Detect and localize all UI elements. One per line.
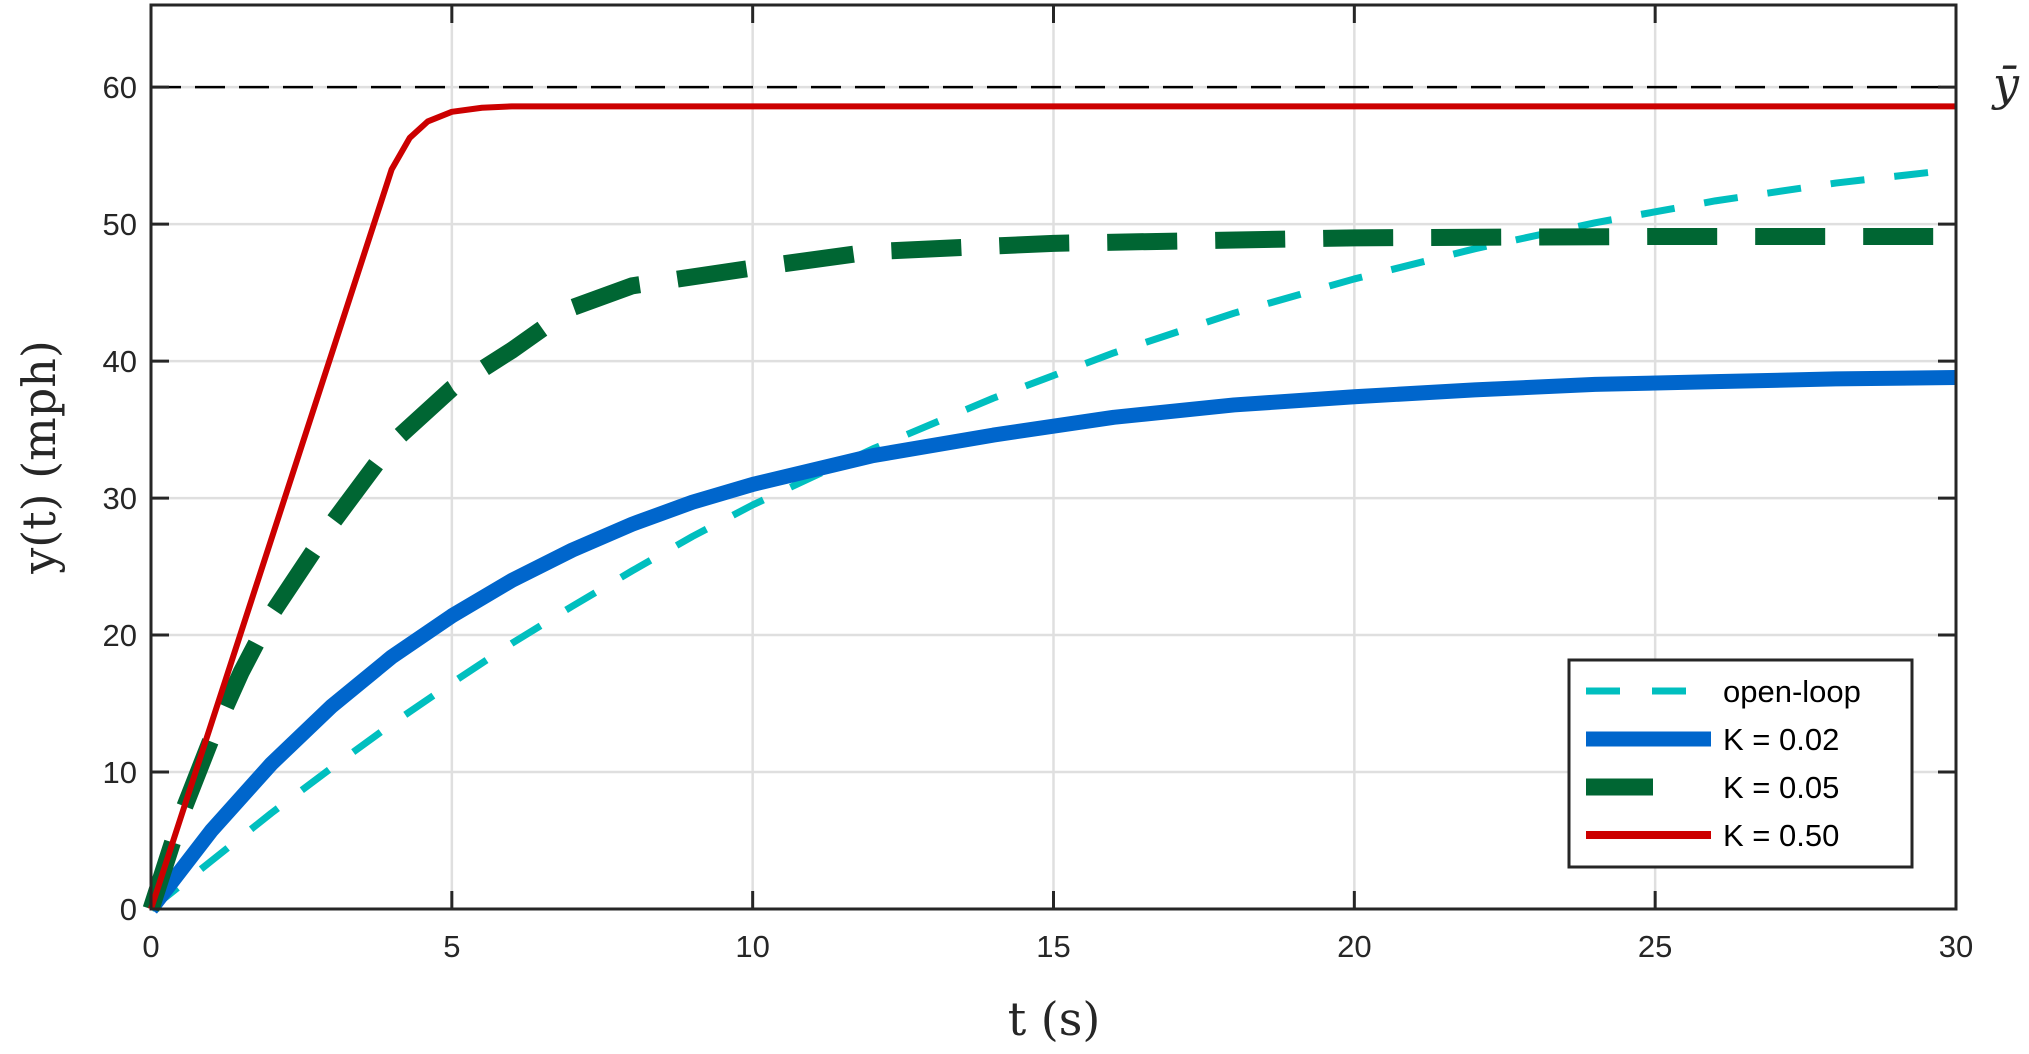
x-tick-label: 5 [443,929,460,964]
y-tick-label: 40 [103,344,137,379]
y-tick-label: 20 [103,618,137,653]
x-tick-label: 15 [1036,929,1070,964]
reference-label: ȳ [1991,57,2020,111]
x-tick-label: 0 [142,929,159,964]
legend-label: K = 0.05 [1723,770,1839,805]
y-axis-label: y(t) (mph) [12,340,66,575]
x-axis-label: t (s) [1008,992,1101,1046]
series-line-open-loop [148,165,1957,912]
x-tick-label: 10 [735,929,769,964]
legend-label: K = 0.50 [1723,818,1839,853]
y-tick-label: 50 [103,207,137,242]
plot-area [142,85,1957,914]
legend: open-loop K = 0.02 K = 0.05 K = 0.50 [1567,658,1914,869]
series-line-k-0-05 [142,227,1956,912]
legend-label: K = 0.02 [1723,722,1839,757]
y-tick-label: 60 [103,70,137,105]
y-tick-label: 30 [103,481,137,516]
y-tick-label: 10 [103,755,137,790]
series-line-k-0-02 [145,370,1957,914]
series-line-k-0-50 [148,103,1956,910]
y-tick-label: 0 [120,892,137,927]
legend-label: open-loop [1723,674,1861,709]
x-tick-label: 25 [1638,929,1672,964]
x-tick-label: 30 [1939,929,1973,964]
ticks: 0 5 10 15 20 25 30 0 10 20 30 40 50 60 [103,5,1973,964]
x-tick-label: 20 [1337,929,1371,964]
